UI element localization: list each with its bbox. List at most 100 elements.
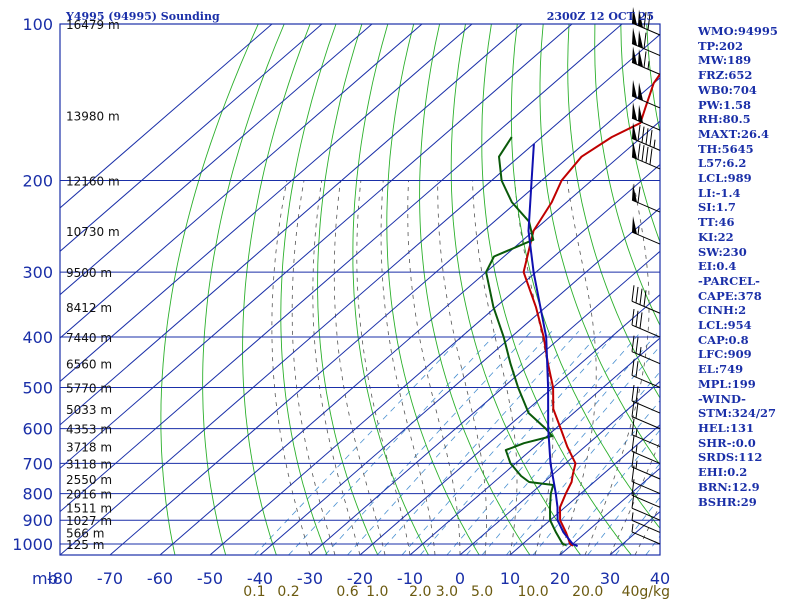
wind-barb bbox=[631, 512, 661, 533]
index-item: L57:6.2 bbox=[698, 156, 747, 171]
index-item: MAXT:26.4 bbox=[698, 126, 769, 141]
wind-barb bbox=[631, 523, 661, 545]
index-item: CINH:2 bbox=[698, 303, 747, 318]
index-item: TP:202 bbox=[698, 38, 744, 53]
wind-barb bbox=[631, 400, 661, 430]
dry-adiabat bbox=[160, 24, 259, 555]
index-item: CAP:0.8 bbox=[698, 332, 749, 347]
mixing-ratio-line bbox=[254, 331, 468, 555]
height-label: 1027 m bbox=[66, 514, 112, 528]
index-item: EL:749 bbox=[698, 362, 744, 377]
index-item: BRN:12.9 bbox=[698, 479, 760, 494]
isotherm bbox=[60, 24, 623, 513]
dry-adiabat bbox=[202, 24, 285, 555]
wind-barb bbox=[631, 384, 661, 414]
index-item: HEL:131 bbox=[698, 420, 754, 435]
dry-adiabat bbox=[242, 24, 311, 555]
mixing-ratio-label: 40g/kg bbox=[622, 584, 670, 600]
wind-barb bbox=[631, 46, 661, 75]
wind-barb bbox=[631, 27, 661, 57]
temperature-tick-label: 10 bbox=[500, 569, 520, 588]
wind-barb bbox=[631, 216, 661, 245]
moist-adiabat bbox=[634, 504, 660, 555]
isotherm bbox=[359, 294, 660, 555]
moist-adiabat bbox=[291, 180, 336, 555]
profile-line-3 bbox=[527, 143, 579, 548]
height-label: 125 m bbox=[66, 538, 104, 552]
temperature-tick-label: -70 bbox=[97, 569, 123, 588]
height-label: 2550 m bbox=[66, 473, 112, 487]
mixing-ratio-label: 20.0 bbox=[572, 584, 603, 600]
wind-barb bbox=[631, 285, 661, 314]
wind-barb bbox=[631, 7, 661, 36]
index-item: LI:-1.4 bbox=[698, 185, 741, 200]
temperature-tick-label: -60 bbox=[147, 569, 173, 588]
pressure-tick-label: 900 bbox=[22, 511, 53, 530]
mixing-ratio-label: 0.1 bbox=[243, 584, 265, 600]
height-label: 16479 m bbox=[66, 18, 120, 32]
pressure-tick-label: 400 bbox=[22, 328, 53, 347]
pressure-tick-label: 300 bbox=[22, 263, 53, 282]
index-item: TH:5645 bbox=[698, 141, 754, 156]
mixing-ratio-line bbox=[347, 331, 553, 555]
height-label: 13980 m bbox=[66, 110, 120, 124]
moist-adiabat bbox=[271, 180, 311, 555]
isotherm bbox=[309, 250, 660, 555]
temperature-tick-label: -50 bbox=[197, 569, 223, 588]
plot-frame bbox=[59, 23, 661, 556]
dry-adiabat bbox=[280, 24, 337, 555]
isotherm bbox=[60, 24, 523, 426]
height-label: 1511 m bbox=[66, 501, 112, 515]
dry-adiabat bbox=[419, 24, 531, 555]
mixing-ratio-label: 10.0 bbox=[517, 584, 548, 600]
temperature-tick-label: -10 bbox=[397, 569, 423, 588]
moist-adiabat bbox=[380, 180, 436, 555]
index-item: KI:22 bbox=[698, 229, 734, 244]
chart-timestamp: 2300Z 12 OCT 25 bbox=[547, 10, 654, 23]
wind-barb bbox=[631, 492, 661, 521]
mixing-ratio-label: 0.2 bbox=[277, 584, 299, 600]
x-unit-label: mb bbox=[32, 569, 58, 588]
index-item: CAPE:378 bbox=[698, 288, 762, 303]
index-item: EI:0.4 bbox=[698, 259, 737, 274]
pressure-tick-label: 100 bbox=[22, 15, 53, 34]
isotherm bbox=[209, 163, 660, 555]
moist-adiabat bbox=[356, 180, 411, 555]
temperature-tick-label: -20 bbox=[347, 569, 373, 588]
index-item: PW:1.58 bbox=[698, 97, 752, 112]
wind-barb bbox=[631, 102, 661, 131]
height-label: 3718 m bbox=[66, 441, 112, 455]
wind-barb bbox=[631, 435, 661, 464]
dry-adiabat bbox=[539, 24, 660, 466]
isotherm bbox=[109, 77, 660, 555]
height-label: 10730 m bbox=[66, 225, 120, 239]
height-label: 566 m bbox=[66, 526, 104, 540]
wind-barb bbox=[631, 465, 661, 495]
pressure-tick-label: 200 bbox=[22, 172, 53, 191]
isotherm bbox=[159, 120, 660, 555]
index-item: TT:46 bbox=[698, 215, 735, 230]
pressure-tick-label: 700 bbox=[22, 454, 53, 473]
isotherm bbox=[60, 24, 273, 209]
height-label: 4353 m bbox=[66, 423, 112, 437]
dry-adiabat bbox=[481, 24, 632, 555]
index-item: LCL:989 bbox=[698, 171, 752, 186]
index-item: FRZ:652 bbox=[698, 68, 753, 83]
isotherm bbox=[60, 24, 573, 469]
wind-barb bbox=[631, 184, 661, 213]
mixing-ratio-line bbox=[446, 331, 642, 555]
height-label: 3118 m bbox=[66, 457, 112, 471]
mixing-ratio-line bbox=[466, 331, 660, 555]
moist-adiabat bbox=[472, 180, 518, 555]
index-item: SI:1.7 bbox=[698, 200, 736, 215]
mixing-ratio-label: 1.0 bbox=[366, 584, 388, 600]
temperature-tick-label: 20 bbox=[550, 569, 570, 588]
wind-barb bbox=[631, 418, 661, 448]
height-label: 9500 m bbox=[66, 266, 112, 280]
wind-barb bbox=[631, 79, 661, 109]
index-item: SRDS:112 bbox=[698, 450, 763, 465]
wind-barb bbox=[631, 359, 661, 388]
temperature-tick-label: 40 bbox=[650, 569, 670, 588]
temperature-tick-label: -30 bbox=[297, 569, 323, 588]
